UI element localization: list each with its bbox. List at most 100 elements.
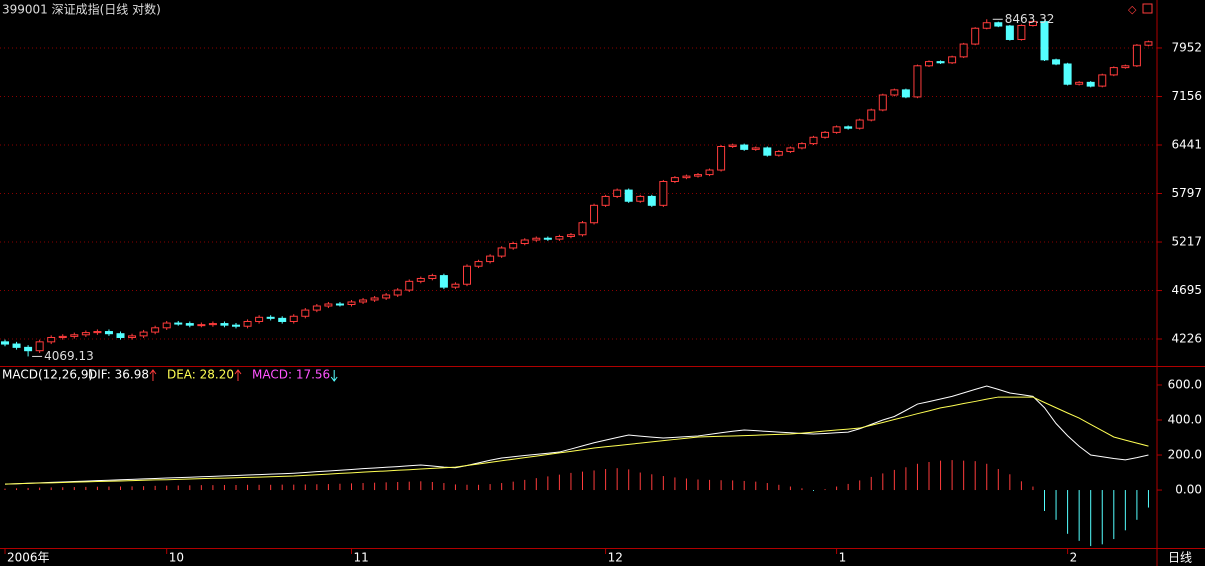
candle-body (278, 317, 287, 322)
candle-body (1040, 21, 1049, 61)
candle-body (971, 27, 980, 45)
candle-body (439, 275, 448, 288)
candle-body (566, 234, 575, 237)
candle-body (636, 195, 645, 202)
candle-body (162, 322, 171, 329)
candle-body (590, 204, 599, 224)
candle-body (174, 322, 183, 325)
candle-body (1086, 81, 1095, 87)
y-tick-label: 0.00 (1175, 483, 1202, 497)
candle-body (890, 89, 899, 96)
candle-body (116, 333, 125, 338)
candle-body (959, 43, 968, 58)
candle-body (451, 283, 460, 288)
macd-title: MACD(12,26,9) (2, 368, 93, 382)
y-tick-label: 7952 (1171, 40, 1202, 54)
y-tick-label: 7156 (1171, 89, 1202, 103)
candle-body (647, 195, 656, 206)
candle-body (543, 237, 552, 240)
candle-body (255, 316, 264, 322)
candle-body (382, 294, 391, 299)
window-icon[interactable] (1142, 3, 1153, 14)
candle-body (208, 323, 217, 326)
candle-body (81, 332, 90, 336)
candle-body (774, 151, 783, 156)
y-tick-label: 4695 (1171, 283, 1202, 297)
legend-entry: MACD: 17.56 (252, 368, 330, 382)
trend-arrow (330, 370, 338, 382)
candle-body (1005, 25, 1014, 40)
candle-body (844, 126, 853, 129)
candle-body (335, 303, 344, 306)
candle-body (682, 175, 691, 179)
candle-body (128, 335, 137, 338)
candle-body (474, 261, 483, 267)
candle-body (797, 143, 806, 149)
legend-entry: DIF: 36.98 (88, 368, 149, 382)
candle-body (359, 299, 368, 303)
candle-body (185, 323, 194, 326)
y-tick-label: 5217 (1171, 235, 1202, 249)
candle-body (1063, 63, 1072, 85)
macd-line (4, 396, 1149, 485)
candle-body (12, 343, 21, 348)
candle-body (509, 243, 518, 249)
trend-arrow (149, 369, 157, 381)
candle-body (1028, 21, 1037, 26)
candle-body (1132, 44, 1141, 67)
candle-body (1017, 24, 1026, 40)
candle-body (35, 341, 44, 352)
candle-body (463, 265, 471, 285)
candle-body (289, 315, 298, 322)
candle-body (1109, 67, 1118, 76)
candle-body (312, 305, 321, 311)
candle-body (24, 346, 33, 352)
candle-body (405, 280, 414, 291)
low-label: 4069.13 (44, 349, 94, 363)
candle-body (705, 169, 714, 176)
candle-body (670, 177, 679, 182)
x-tick-label: 2006年 (7, 551, 50, 565)
candle-body (486, 255, 495, 263)
candle-body (70, 334, 79, 337)
candle-body (220, 323, 229, 326)
candle-body (532, 237, 541, 241)
candle-body (47, 336, 56, 343)
y-tick-label: 400.0 (1168, 413, 1202, 427)
candle-body (878, 94, 887, 111)
candle-body (948, 56, 957, 64)
macd-line (4, 385, 1149, 485)
x-tick-label: 2 (1070, 551, 1078, 565)
candle-body (1144, 41, 1153, 46)
high-label: 8463.32 (1005, 12, 1055, 26)
candle-body (93, 331, 102, 334)
period-label: 日线 (1168, 551, 1192, 565)
candle-body (786, 147, 795, 153)
x-tick-label: 10 (169, 551, 184, 565)
candle-body (1, 341, 9, 345)
x-tick-label: 1 (839, 551, 847, 565)
candle-body (1052, 59, 1061, 65)
menu-icon[interactable]: ◇ (1128, 3, 1137, 16)
candle-body (925, 61, 933, 67)
candle-body (1075, 81, 1084, 85)
candle-body (624, 189, 633, 202)
candle-body (232, 324, 240, 327)
candle-body (982, 22, 991, 29)
candle-body (751, 147, 760, 150)
y-tick-label: 4226 (1171, 332, 1202, 346)
candle-body (694, 174, 702, 177)
candle-body (197, 324, 206, 327)
candle-body (301, 309, 310, 317)
candle-body (578, 222, 587, 236)
candle-body (139, 331, 148, 337)
candle-body (901, 89, 910, 98)
y-tick-label: 6441 (1171, 137, 1202, 151)
candle-body (613, 189, 622, 197)
x-tick-label: 12 (608, 551, 623, 565)
candle-body (994, 22, 1003, 27)
candle-body (601, 195, 610, 206)
candle-body (913, 65, 922, 98)
